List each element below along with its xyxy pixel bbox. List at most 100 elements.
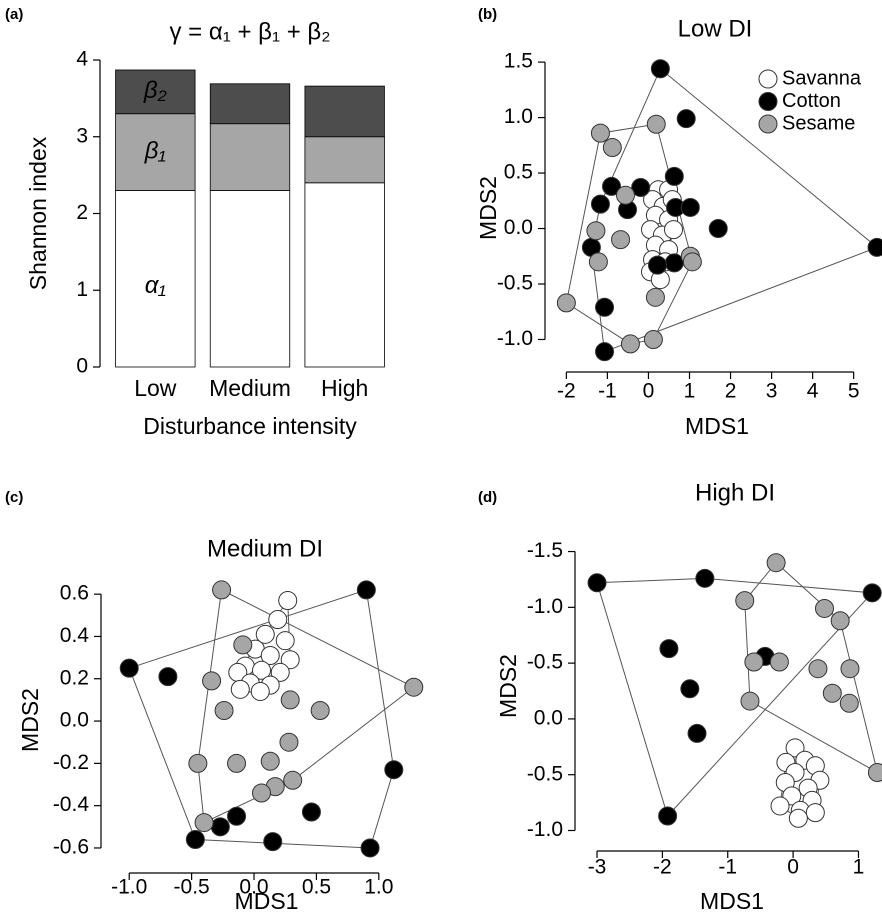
x-tick-label: 1.0 bbox=[364, 876, 393, 899]
point bbox=[202, 671, 222, 691]
point bbox=[708, 219, 728, 239]
x-tick-label: Medium bbox=[209, 375, 291, 401]
panel-label: (a) bbox=[5, 6, 23, 23]
point bbox=[250, 681, 270, 701]
point bbox=[867, 762, 882, 782]
point bbox=[280, 690, 300, 710]
panel-label: (d) bbox=[478, 489, 497, 506]
hull bbox=[197, 589, 415, 824]
y-tick-label: -0.5 bbox=[527, 651, 563, 674]
point bbox=[766, 553, 786, 573]
point bbox=[230, 679, 250, 699]
legend-marker bbox=[758, 92, 778, 111]
x-tick-label: 3 bbox=[766, 380, 778, 403]
y-tick-label: 0.0 bbox=[504, 216, 533, 239]
point bbox=[620, 334, 640, 354]
point bbox=[263, 832, 283, 852]
bar-segment bbox=[304, 136, 385, 184]
legend-label: Cotton bbox=[782, 90, 841, 112]
point bbox=[822, 683, 842, 703]
y-tick-label: -1.0 bbox=[527, 818, 563, 841]
point bbox=[646, 114, 666, 134]
x-tick-label: 2 bbox=[725, 380, 737, 403]
bar-segment bbox=[209, 123, 291, 191]
point bbox=[588, 252, 608, 272]
point bbox=[590, 123, 610, 143]
x-tick-label: -3 bbox=[588, 856, 607, 879]
x-tick-label: -0.5 bbox=[174, 876, 210, 899]
point bbox=[676, 109, 696, 129]
point bbox=[805, 803, 825, 823]
point bbox=[227, 806, 247, 826]
bar-segment bbox=[209, 190, 291, 368]
point bbox=[595, 342, 615, 362]
point bbox=[356, 580, 376, 600]
point bbox=[867, 237, 882, 257]
panel-label: (b) bbox=[478, 6, 497, 23]
point bbox=[301, 802, 321, 822]
point bbox=[615, 185, 635, 205]
point bbox=[279, 732, 299, 752]
point bbox=[278, 590, 298, 610]
y-tick-label: -0.4 bbox=[53, 793, 90, 816]
point bbox=[360, 838, 380, 858]
y-tick-label: 3 bbox=[76, 124, 88, 147]
y-tick-label: 0.6 bbox=[60, 582, 89, 605]
point bbox=[252, 783, 272, 803]
x-tick-label: 0.0 bbox=[239, 876, 268, 899]
y-axis-label: MDS2 bbox=[495, 654, 521, 718]
y-axis-label: MDS2 bbox=[475, 176, 501, 240]
point bbox=[663, 220, 683, 240]
point bbox=[658, 806, 678, 826]
point bbox=[664, 253, 684, 273]
point bbox=[744, 652, 764, 672]
point bbox=[788, 808, 808, 828]
x-tick-label: 0 bbox=[643, 380, 655, 403]
point bbox=[214, 700, 234, 720]
segment-label: α₁ bbox=[145, 272, 166, 299]
point bbox=[647, 255, 667, 275]
y-tick-label: 0.0 bbox=[60, 709, 89, 732]
panel-label: (c) bbox=[5, 489, 23, 506]
point bbox=[384, 760, 404, 780]
point bbox=[260, 751, 280, 771]
y-tick-label: 4 bbox=[76, 48, 88, 71]
point bbox=[840, 659, 860, 679]
point bbox=[645, 287, 665, 307]
x-tick-label: -1 bbox=[718, 856, 737, 879]
point bbox=[770, 796, 790, 816]
point bbox=[740, 691, 760, 711]
point bbox=[587, 573, 607, 593]
panel-title: Low DI bbox=[678, 15, 753, 42]
point bbox=[808, 659, 828, 679]
bar-segment bbox=[115, 190, 196, 368]
bar-segment bbox=[209, 83, 291, 125]
bar-segment bbox=[115, 113, 196, 191]
point bbox=[280, 650, 300, 670]
point bbox=[643, 329, 663, 349]
y-tick-label: 1.5 bbox=[504, 50, 533, 73]
point bbox=[210, 817, 230, 837]
point bbox=[839, 693, 859, 713]
point bbox=[586, 221, 606, 241]
point bbox=[695, 568, 715, 588]
point bbox=[680, 197, 700, 217]
x-tick-label: -2 bbox=[653, 856, 672, 879]
y-tick-label: -0.5 bbox=[497, 272, 533, 295]
y-tick-label: 0 bbox=[76, 355, 88, 378]
point bbox=[275, 631, 295, 651]
bar-segment bbox=[115, 69, 196, 115]
point bbox=[680, 679, 700, 699]
point bbox=[735, 591, 755, 611]
y-tick-label: -1.0 bbox=[527, 595, 563, 618]
x-tick-label: 4 bbox=[807, 380, 819, 403]
point bbox=[664, 166, 684, 186]
point bbox=[255, 624, 275, 644]
point bbox=[310, 700, 330, 720]
y-tick-label: 0.0 bbox=[534, 706, 563, 729]
point bbox=[268, 610, 288, 630]
point bbox=[830, 611, 850, 631]
bar-segment bbox=[304, 182, 385, 368]
point bbox=[212, 580, 232, 600]
